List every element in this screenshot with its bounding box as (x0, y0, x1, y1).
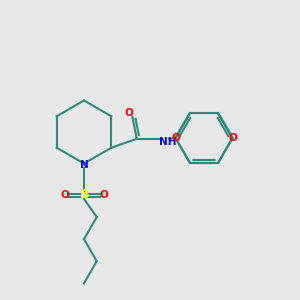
Text: N: N (80, 160, 88, 170)
Text: O: O (99, 190, 108, 200)
Text: O: O (124, 108, 133, 118)
Text: S: S (80, 188, 88, 202)
Text: NH: NH (159, 137, 176, 147)
Text: O: O (60, 190, 69, 200)
Text: O: O (228, 133, 237, 143)
Text: O: O (171, 133, 180, 143)
